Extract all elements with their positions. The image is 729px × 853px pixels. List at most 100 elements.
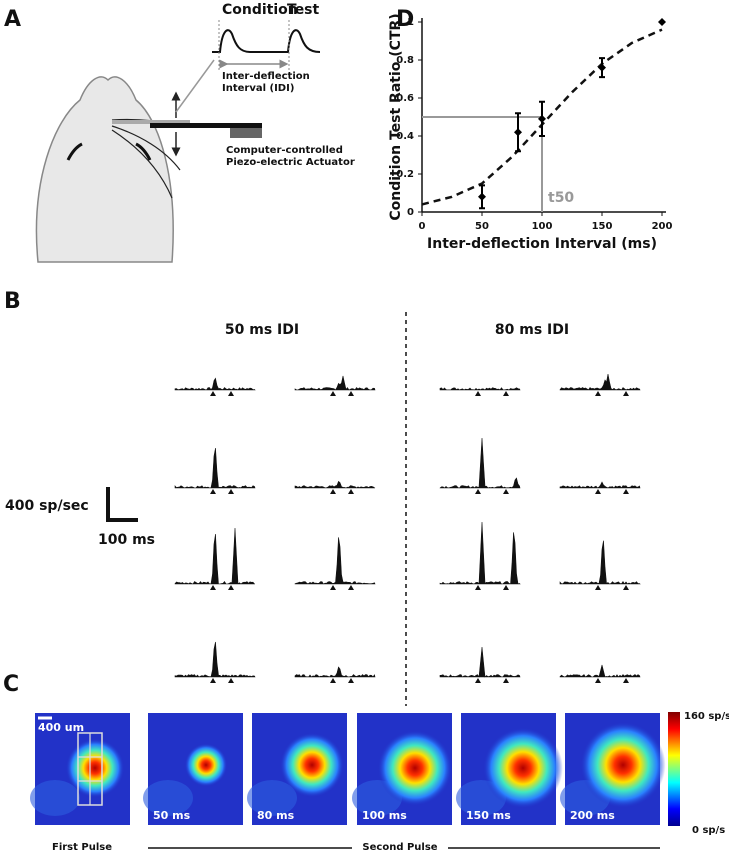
psth xyxy=(294,480,376,489)
stimulus-marker xyxy=(503,678,509,683)
title: 80 ms IDI xyxy=(495,322,569,338)
psth xyxy=(174,377,256,391)
x-tick-label: 150 xyxy=(592,221,613,232)
psth xyxy=(439,387,521,391)
chart: 0 0.2 0.4 0.6 0.8 1 0 50 100 150 200 Inter-deflecti… xyxy=(388,13,672,252)
stimulus-marker xyxy=(330,391,336,396)
label: Test xyxy=(287,2,320,18)
psth xyxy=(294,537,376,585)
stimulus-marker xyxy=(348,391,354,396)
stimulus-marker xyxy=(210,391,216,396)
psth xyxy=(174,641,256,678)
point xyxy=(514,128,522,137)
colorbar-label: 160 sp/s xyxy=(684,711,729,722)
heatmap-blob xyxy=(483,727,563,809)
actuator-block xyxy=(230,128,262,138)
psth xyxy=(439,521,521,585)
stimulus-marker xyxy=(348,678,354,683)
label: Condition xyxy=(222,2,298,18)
y-tick-label: 0 xyxy=(407,207,414,218)
y-tick-label: 0.4 xyxy=(396,131,414,142)
stimulus-marker xyxy=(503,391,509,396)
stimulus-marker xyxy=(210,678,216,683)
y-axis-label: Condition Test Ratio (CTR) xyxy=(388,13,404,220)
stimulus-marker xyxy=(623,391,629,396)
point xyxy=(478,192,486,201)
actuator xyxy=(150,123,262,128)
stimulus-marker xyxy=(348,489,354,494)
stimulus-marker xyxy=(348,585,354,590)
point xyxy=(658,18,666,26)
scale-bar xyxy=(106,487,138,522)
x-tick-label: 50 xyxy=(475,221,489,232)
stimulus-marker xyxy=(475,391,481,396)
heatmap-blob xyxy=(377,730,453,806)
x-tick-label: 0 xyxy=(419,221,426,232)
stimulus-marker xyxy=(228,585,234,590)
y-tick-label: 1 xyxy=(407,17,414,28)
label: Interval (IDI) xyxy=(222,83,294,94)
stimulus-marker xyxy=(210,585,216,590)
heatmap-blob xyxy=(184,743,228,787)
heatmap-blob xyxy=(280,732,344,798)
stimulus-marker xyxy=(503,585,509,590)
heatmap-patch xyxy=(143,780,193,816)
stimulus-marker xyxy=(228,678,234,683)
colorbar xyxy=(668,712,680,826)
psth xyxy=(174,527,256,585)
psth xyxy=(294,375,376,391)
heatmap-blob xyxy=(580,721,666,809)
frame-label: 80 ms xyxy=(257,809,295,822)
mouse-drawing xyxy=(35,76,190,263)
stimulus-marker xyxy=(228,489,234,494)
panel-label: A xyxy=(4,7,21,32)
label-bg xyxy=(352,840,448,853)
zoom-line xyxy=(175,59,215,113)
t50-label: t50 xyxy=(548,190,574,206)
psth xyxy=(439,437,521,489)
psth xyxy=(174,447,256,489)
y-tick-label: 0.2 xyxy=(396,169,414,180)
stimulus-marker xyxy=(595,678,601,683)
label: First Pulse xyxy=(52,842,112,853)
x-tick-label: 200 xyxy=(652,221,673,232)
frame-label: 150 ms xyxy=(466,809,511,822)
psth xyxy=(294,666,376,678)
stimulus-marker xyxy=(330,585,336,590)
stimulus-marker xyxy=(228,391,234,396)
y-tick-label: 0.6 xyxy=(396,93,414,104)
stimulus-marker xyxy=(330,489,336,494)
point xyxy=(598,63,606,72)
stimulus-marker xyxy=(595,489,601,494)
colorbar-label: 0 sp/s xyxy=(692,825,725,836)
heatmap-patch xyxy=(30,780,80,816)
stimulus-marker xyxy=(475,585,481,590)
stimulus-trace xyxy=(212,29,321,53)
psth-grid xyxy=(174,373,641,683)
grid-overlay xyxy=(78,733,102,805)
title: 50 ms IDI xyxy=(225,322,299,338)
label: Second Pulse xyxy=(362,842,437,853)
psth xyxy=(559,373,641,391)
frame-label: 100 ms xyxy=(362,809,407,822)
x-axis-label: Inter-deflection Interval (ms) xyxy=(427,236,657,252)
panel-label: C xyxy=(3,672,19,697)
stimulus-marker xyxy=(475,489,481,494)
heatmap-blob xyxy=(65,738,125,798)
psth xyxy=(559,481,641,489)
heatmap-patch xyxy=(247,780,297,816)
heatmaps: 50 ms 80 ms 100 ms 150 ms 200 ms 400 um xyxy=(30,713,666,825)
stimulus-marker xyxy=(210,489,216,494)
frame-label: 200 ms xyxy=(570,809,615,822)
scale-label: 400 sp/sec xyxy=(5,498,89,514)
scale-label: 100 ms xyxy=(98,532,155,548)
psth xyxy=(559,664,641,678)
label: Inter-deflection xyxy=(222,71,310,82)
stimulus-marker xyxy=(623,678,629,683)
panel-label: B xyxy=(4,289,21,314)
label: Piezo-electric Actuator xyxy=(226,157,355,168)
stimulus-marker xyxy=(623,489,629,494)
panel-label: D xyxy=(396,7,414,32)
scale-label: 400 um xyxy=(38,721,84,734)
